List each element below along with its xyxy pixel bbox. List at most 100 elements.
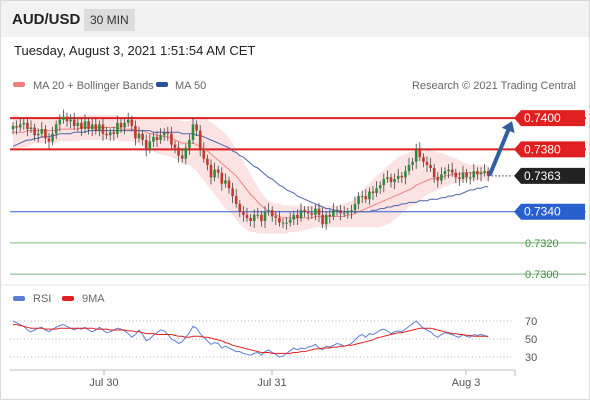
candle-body (69, 119, 72, 122)
candle (472, 164, 476, 182)
price-tag-shape (514, 203, 585, 220)
candle (270, 206, 274, 222)
candle (62, 109, 65, 124)
support-level-label: 0.7320 (525, 238, 559, 250)
candle-body (436, 177, 440, 181)
x-axis-tick-label: Jul 30 (89, 377, 118, 389)
candle (436, 171, 440, 188)
x-axis-tick-label: Aug 3 (452, 377, 481, 389)
candle (321, 207, 324, 229)
candle (393, 173, 396, 190)
candle (130, 115, 134, 132)
candle-body (364, 196, 368, 200)
candle (422, 153, 425, 168)
candle-body (94, 124, 98, 131)
candle-body (33, 127, 36, 136)
candle-body (404, 171, 407, 178)
candle (198, 125, 202, 157)
candle (216, 165, 220, 179)
candle (116, 115, 119, 138)
candle (54, 120, 58, 140)
candle-body (216, 169, 220, 173)
candle (281, 218, 285, 229)
candle-body (98, 124, 101, 131)
ma50-legend-label: MA 50 (175, 80, 206, 92)
x-axis: Jul 30 Jul 31 Aug 3 (10, 369, 516, 389)
forecast-arrow (488, 121, 515, 176)
candle-body (130, 119, 134, 126)
candle-body (188, 139, 191, 148)
candle-body (317, 208, 321, 215)
candle-body (15, 125, 18, 128)
candle (33, 123, 36, 141)
candle (486, 167, 490, 182)
candle (260, 210, 263, 227)
candle (213, 162, 216, 182)
candle-body (303, 210, 306, 212)
candle-body (288, 219, 292, 223)
candle (238, 200, 242, 218)
ma20-legend-swatch (13, 82, 25, 87)
candle (80, 117, 83, 137)
candle-body (472, 171, 476, 178)
candle (123, 117, 126, 135)
candle-body (310, 213, 314, 215)
candle (429, 157, 432, 172)
candle (476, 167, 479, 180)
candle-body (350, 210, 353, 212)
candle-body (245, 214, 249, 218)
datetime-label: Tuesday, August 3, 2021 1:51:54 AM CET (14, 43, 256, 58)
timeframe-badge[interactable]: 30 MIN (84, 9, 135, 31)
candle-body (346, 211, 350, 214)
candle-body (389, 177, 393, 183)
candle (479, 167, 483, 182)
candle (288, 212, 292, 227)
candle-body (274, 216, 278, 218)
candle-body (324, 214, 328, 225)
candle-body (54, 124, 58, 134)
candle-body (382, 178, 386, 186)
ma20-legend-label: MA 20 + Bollinger Bands (33, 80, 154, 92)
pivot-price-tag: 0.7340 (514, 203, 585, 220)
ma50-legend-swatch (156, 82, 168, 87)
candle-body (191, 124, 195, 140)
candle-body (234, 196, 238, 204)
candle (404, 165, 407, 185)
candle (36, 128, 40, 143)
candle-body (458, 177, 461, 179)
candle-body (285, 222, 288, 224)
candle-body (242, 211, 245, 215)
price-tag-shape (514, 167, 585, 184)
candle (267, 203, 270, 216)
candle (231, 182, 234, 204)
candle-body (306, 211, 310, 214)
candle (425, 156, 429, 172)
candle-body (126, 119, 130, 123)
candle-body (425, 161, 429, 165)
candle-body (58, 119, 62, 125)
candle-body (321, 214, 324, 225)
candle-body (76, 122, 80, 126)
candle-body (263, 211, 267, 222)
candle-body (447, 169, 450, 172)
candle (382, 173, 386, 193)
candle (274, 210, 278, 225)
candle (170, 126, 173, 149)
candle (443, 167, 447, 180)
candle-body (396, 175, 400, 179)
candle-body (339, 210, 342, 214)
candle (346, 207, 350, 219)
rsi-legend-label: RSI (33, 293, 51, 305)
candle (389, 173, 393, 188)
resistance-price-tag: 0.7380 (514, 141, 585, 158)
candle (483, 164, 486, 177)
candle (224, 173, 227, 188)
candle-body (260, 214, 263, 222)
price-tag-label: 0.7400 (524, 111, 561, 125)
candle (141, 129, 144, 146)
candle (378, 181, 382, 194)
candle (173, 140, 177, 154)
candle (44, 125, 47, 144)
candle-body (486, 171, 490, 176)
candle-body (465, 172, 468, 178)
